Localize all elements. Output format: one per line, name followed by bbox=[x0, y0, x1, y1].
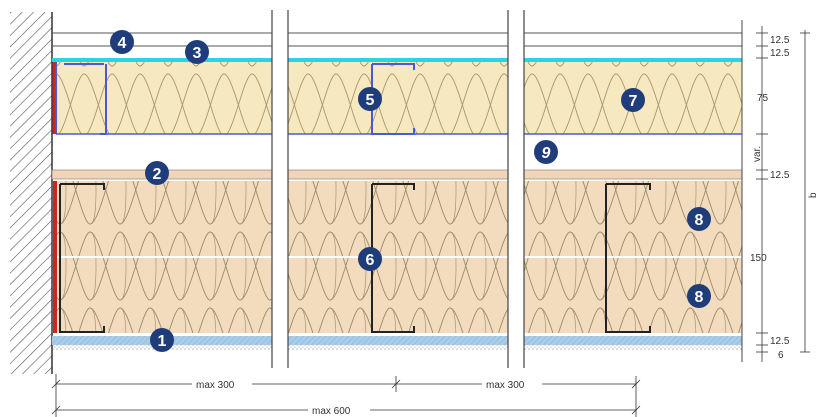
dim-label: 6 bbox=[778, 350, 784, 361]
dim-label: 75 bbox=[757, 93, 769, 104]
bottom-dim-label: max 600 bbox=[312, 406, 351, 417]
marker-label: 5 bbox=[366, 92, 375, 109]
upper-insulation bbox=[56, 62, 742, 135]
marker-9: 9 bbox=[534, 140, 558, 164]
marker-label: 6 bbox=[366, 252, 375, 269]
total-thickness-label: b bbox=[808, 192, 819, 198]
top-boards bbox=[52, 32, 742, 62]
masonry-wall bbox=[10, 12, 52, 374]
lower-insulation bbox=[56, 181, 742, 333]
marker-5: 5 bbox=[358, 87, 382, 111]
marker-label: 8 bbox=[695, 212, 704, 229]
marker-3: 3 bbox=[185, 40, 209, 64]
marker-8-lower: 8 bbox=[687, 284, 711, 308]
dim-label: var. bbox=[752, 146, 763, 162]
section-breaks bbox=[271, 10, 743, 370]
cyan-board bbox=[52, 58, 272, 62]
marker-label: 1 bbox=[158, 333, 167, 350]
dim-label: 12.5 bbox=[770, 170, 790, 181]
dim-label: 12.5 bbox=[770, 35, 790, 46]
dim-label: 12.5 bbox=[770, 336, 790, 347]
marker-label: 2 bbox=[153, 166, 162, 183]
marker-label: 4 bbox=[118, 35, 127, 52]
dim-label: 12.5 bbox=[770, 48, 790, 59]
marker-8-upper: 8 bbox=[687, 207, 711, 231]
marker-label: 9 bbox=[542, 145, 551, 162]
marker-2: 2 bbox=[145, 161, 169, 185]
marker-label: 3 bbox=[193, 45, 202, 62]
bottom-dim-label: max 300 bbox=[196, 380, 235, 391]
right-dimension-labels: 12.5 12.5 75 var. 12.5 150 12.5 6 b bbox=[750, 35, 819, 361]
right-dimension-chain bbox=[756, 26, 810, 362]
dim-label: 150 bbox=[750, 253, 767, 264]
marker-6: 6 bbox=[358, 247, 382, 271]
marker-1: 1 bbox=[150, 328, 174, 352]
marker-4: 4 bbox=[110, 30, 134, 54]
marker-7: 7 bbox=[621, 88, 645, 112]
bottom-dim-label: max 300 bbox=[486, 380, 525, 391]
marker-label: 8 bbox=[695, 289, 704, 306]
marker-label: 7 bbox=[629, 93, 638, 110]
